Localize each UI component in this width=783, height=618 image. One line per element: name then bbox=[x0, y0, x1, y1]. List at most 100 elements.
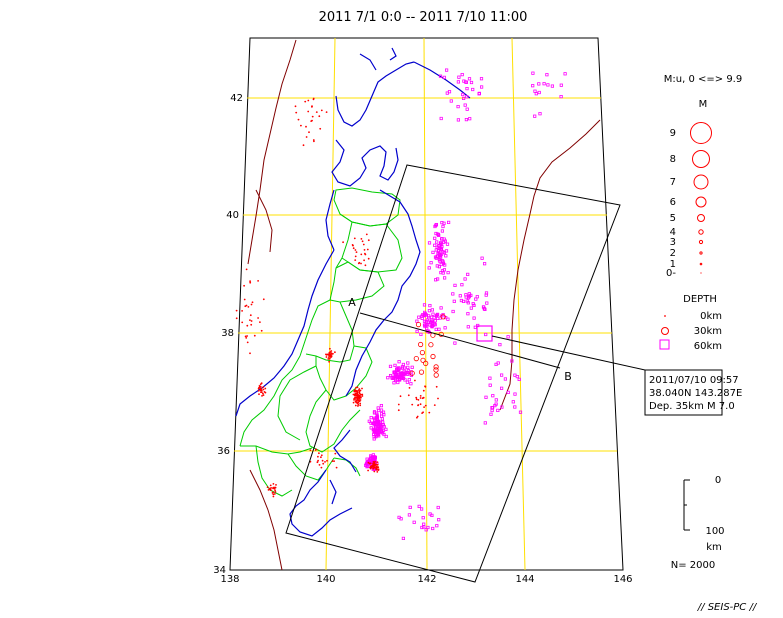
earthquake-marker bbox=[235, 317, 238, 320]
earthquake-marker bbox=[442, 251, 446, 255]
magnitude-symbol-6 bbox=[695, 196, 707, 208]
earthquake-marker bbox=[546, 83, 550, 87]
earthquake-marker bbox=[435, 313, 439, 317]
earthquake-marker bbox=[436, 505, 440, 510]
earthquake-marker bbox=[304, 100, 307, 103]
earthquake-marker bbox=[275, 484, 277, 486]
earthquake-marker bbox=[484, 332, 488, 337]
earthquake-marker bbox=[429, 261, 433, 265]
earthquake-marker bbox=[415, 398, 418, 401]
earthquake-marker bbox=[482, 262, 487, 266]
earthquake-marker bbox=[325, 353, 328, 356]
event-count: N= 2000 bbox=[671, 560, 716, 571]
earthquake-marker bbox=[433, 367, 439, 373]
earthquake-marker bbox=[382, 413, 386, 417]
earthquake-marker bbox=[364, 253, 367, 256]
earthquake-marker bbox=[257, 389, 260, 392]
earthquake-marker bbox=[361, 395, 364, 397]
earthquake-marker bbox=[359, 402, 362, 405]
earthquake-marker bbox=[465, 87, 469, 91]
earthquake-marker bbox=[472, 303, 476, 308]
earthquake-marker bbox=[392, 381, 396, 385]
earthquake-marker bbox=[431, 312, 435, 316]
earthquake-marker bbox=[386, 376, 390, 380]
lon-label-144: 144 bbox=[515, 574, 534, 585]
earthquake-marker bbox=[300, 124, 302, 127]
earthquake-marker bbox=[439, 241, 443, 246]
earthquake-marker bbox=[294, 105, 297, 108]
earthquake-marker bbox=[401, 536, 406, 541]
earthquake-marker bbox=[453, 341, 457, 345]
earthquake-marker bbox=[243, 284, 246, 287]
earthquake-marker bbox=[358, 391, 361, 394]
earthquake-marker bbox=[427, 241, 432, 245]
earthquake-marker bbox=[311, 119, 313, 122]
earthquake-marker bbox=[263, 391, 266, 393]
earthquake-marker bbox=[244, 305, 247, 308]
earthquake-marker bbox=[266, 486, 269, 489]
earthquake-marker bbox=[430, 513, 434, 518]
earthquake-marker bbox=[329, 347, 331, 350]
earthquake-marker bbox=[324, 461, 326, 463]
earthquake-marker bbox=[375, 466, 378, 469]
earthquake-marker bbox=[491, 394, 495, 398]
earthquake-marker bbox=[531, 71, 535, 75]
depth-label-0km: 0km bbox=[700, 311, 722, 322]
earthquake-markers bbox=[235, 68, 567, 541]
earthquake-marker bbox=[435, 524, 439, 528]
earthquake-marker bbox=[317, 455, 319, 458]
earthquake-marker bbox=[407, 378, 411, 382]
earthquake-marker bbox=[490, 408, 494, 413]
earthquake-marker bbox=[441, 261, 446, 266]
earthquake-marker bbox=[365, 233, 368, 236]
earthquake-marker bbox=[320, 454, 323, 457]
earthquake-marker bbox=[423, 360, 429, 366]
magnitude-symbol-8 bbox=[692, 150, 710, 168]
earthquake-marker bbox=[377, 426, 382, 430]
earthquake-marker bbox=[235, 309, 238, 312]
earthquake-marker bbox=[534, 92, 538, 96]
section-label-a: A bbox=[348, 296, 356, 309]
earthquake-marker bbox=[267, 489, 270, 491]
earthquake-marker bbox=[464, 295, 468, 299]
earthquake-marker bbox=[363, 249, 366, 251]
earthquake-marker bbox=[506, 390, 510, 395]
earthquake-marker bbox=[559, 83, 563, 87]
earthquake-marker bbox=[364, 264, 367, 267]
earthquake-marker bbox=[358, 388, 361, 390]
earthquake-marker bbox=[259, 321, 261, 323]
earthquake-marker bbox=[424, 528, 428, 532]
depth-symbol-60km bbox=[659, 339, 670, 350]
magnitude-symbol-1 bbox=[699, 262, 703, 266]
earthquake-marker bbox=[440, 244, 444, 248]
earthquake-marker bbox=[318, 115, 321, 118]
earthquake-marker bbox=[433, 372, 439, 378]
earthquake-marker bbox=[356, 391, 359, 393]
earthquake-marker bbox=[409, 370, 415, 376]
earthquake-marker bbox=[442, 276, 447, 280]
earthquake-marker bbox=[362, 243, 365, 246]
earthquake-marker bbox=[354, 249, 357, 251]
earthquake-marker bbox=[419, 395, 422, 397]
earthquake-marker bbox=[458, 294, 462, 298]
earthquake-marker bbox=[249, 281, 252, 284]
earthquake-marker bbox=[433, 364, 439, 370]
earthquake-marker bbox=[377, 466, 380, 469]
earthquake-marker bbox=[271, 492, 274, 494]
earthquake-marker bbox=[376, 461, 379, 463]
magnitude-symbol-9 bbox=[690, 122, 712, 144]
earthquake-marker bbox=[312, 98, 315, 101]
earthquake-marker bbox=[439, 247, 444, 251]
earthquake-marker bbox=[272, 493, 275, 496]
earthquake-marker bbox=[428, 303, 432, 308]
earthquake-marker bbox=[439, 116, 443, 121]
earthquake-marker bbox=[381, 420, 385, 424]
earthquake-marker bbox=[313, 140, 315, 143]
earthquake-marker bbox=[309, 449, 312, 451]
earthquake-marker bbox=[439, 237, 444, 241]
earthquake-marker bbox=[330, 355, 333, 358]
magnitude-level-0: 0- bbox=[666, 268, 676, 279]
magnitude-level-8: 8 bbox=[670, 154, 676, 165]
earthquake-marker bbox=[318, 464, 321, 466]
earthquake-marker bbox=[374, 411, 379, 415]
